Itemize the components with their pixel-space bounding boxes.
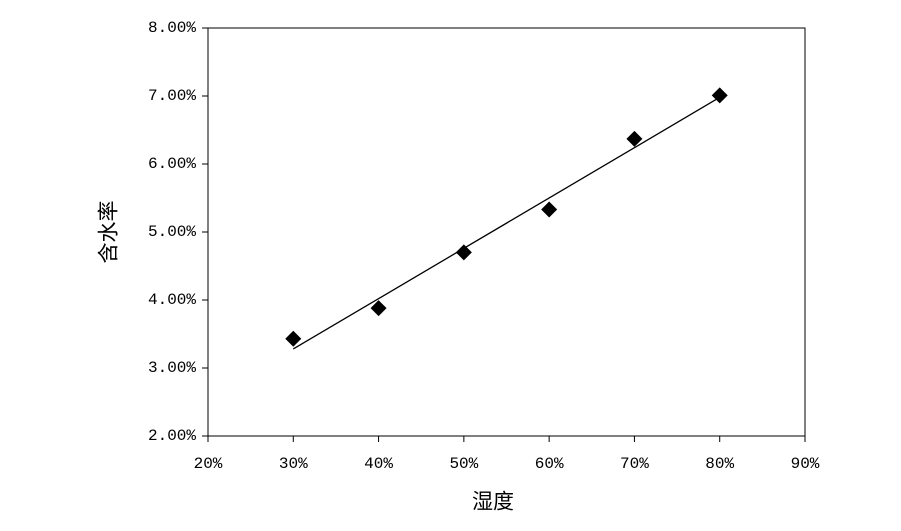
data-point: [285, 330, 302, 347]
x-tick-label: 30%: [279, 455, 308, 473]
x-tick-label: 70%: [620, 455, 649, 473]
y-tick-label: 4.00%: [148, 291, 196, 309]
y-axis-title: 含水率: [97, 201, 121, 264]
data-point: [541, 201, 558, 218]
x-tick-label: 60%: [535, 455, 564, 473]
y-tick-label: 2.00%: [148, 427, 196, 445]
y-tick-label: 3.00%: [148, 359, 196, 377]
y-tick-label: 5.00%: [148, 223, 196, 241]
x-tick-label: 80%: [705, 455, 734, 473]
data-point: [370, 300, 387, 317]
plot-frame: [207, 27, 806, 437]
x-tick-label: 50%: [449, 455, 478, 473]
x-tick-label: 90%: [791, 455, 820, 473]
x-tick-label: 40%: [364, 455, 393, 473]
x-axis-title: 湿度: [472, 490, 514, 514]
y-tick-label: 8.00%: [148, 19, 196, 37]
y-tick-label: 7.00%: [148, 87, 196, 105]
data-point: [455, 244, 472, 261]
data-point: [626, 130, 643, 147]
trendline: [292, 96, 721, 350]
y-tick-label: 6.00%: [148, 155, 196, 173]
data-point: [711, 87, 728, 104]
x-tick-label: 20%: [194, 455, 223, 473]
